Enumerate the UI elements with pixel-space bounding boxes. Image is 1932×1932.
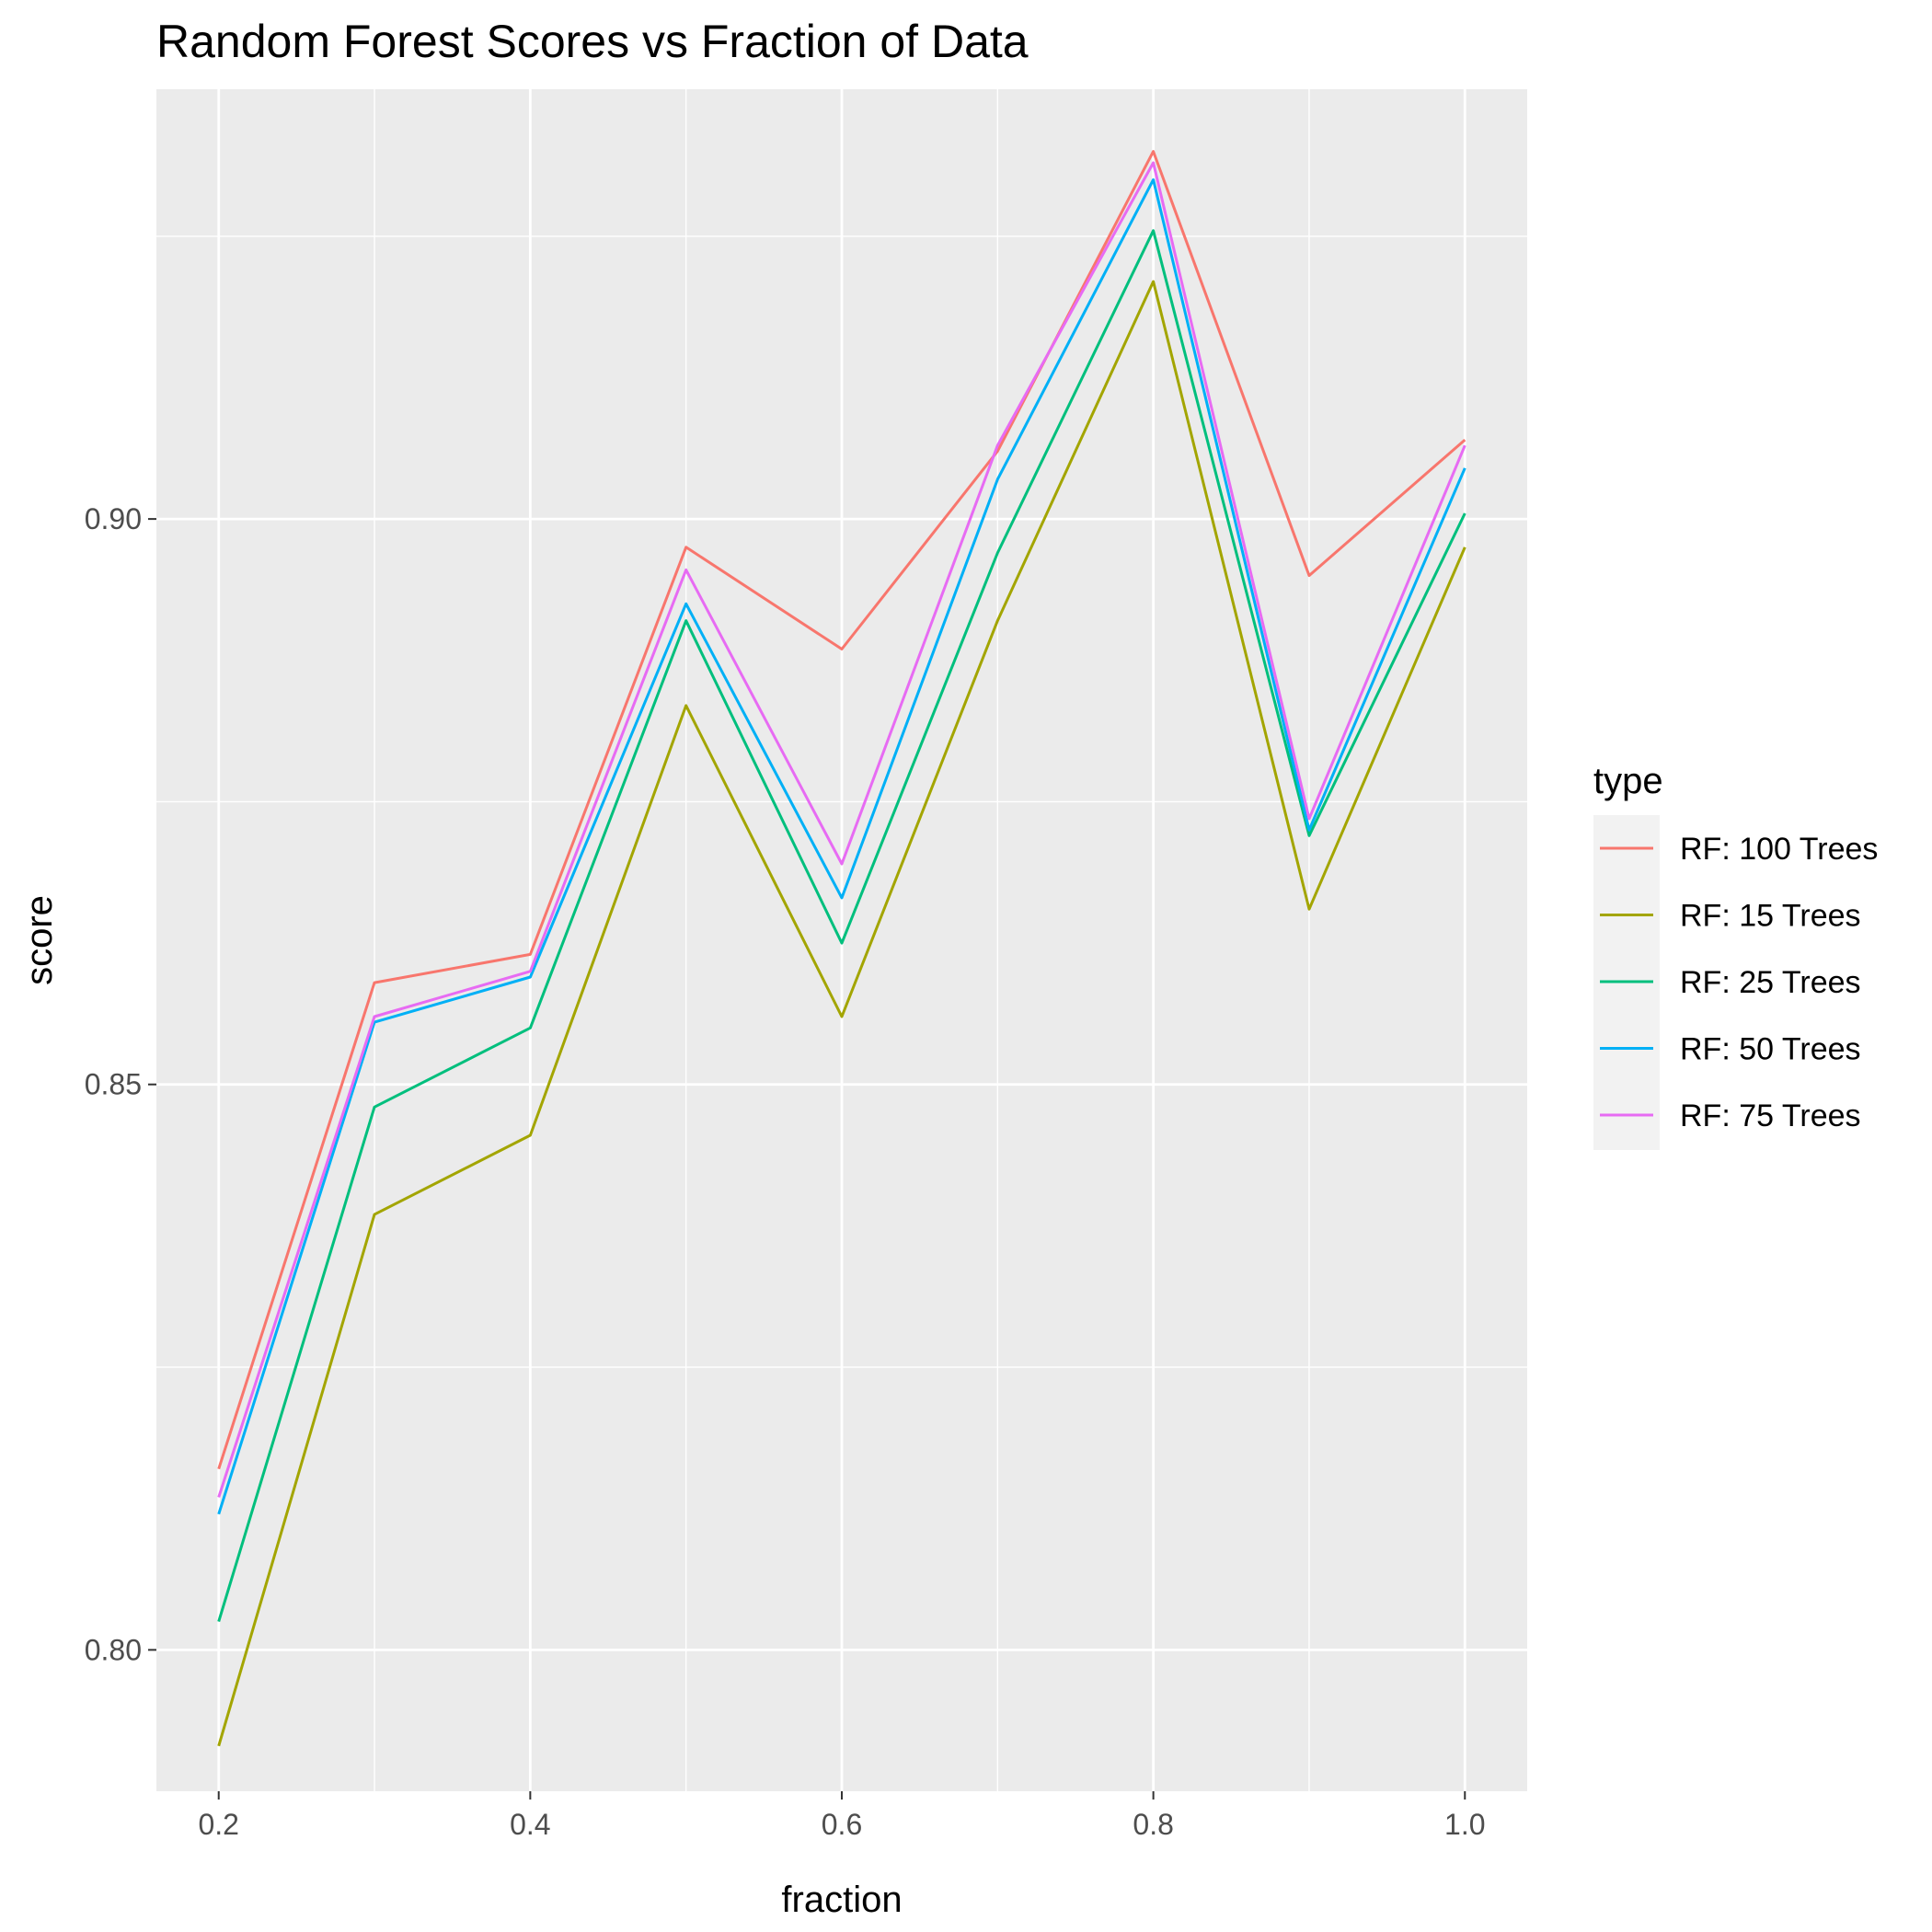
x-tick-label: 0.4 (510, 1808, 550, 1841)
y-tick-label: 0.90 (85, 502, 142, 535)
series-line (217, 280, 1466, 1747)
y-axis-title: score (19, 895, 60, 985)
y-axis-ticks: 0.80 0.85 0.90 (85, 502, 156, 1666)
legend: type RF: 100 Trees RF: 15 Trees RF: 25 Tre… (1593, 761, 1878, 1150)
x-axis-ticks: 0.2 0.4 0.6 0.8 1.0 (198, 1791, 1486, 1841)
legend-label: RF: 100 Trees (1680, 832, 1878, 867)
x-tick-label: 0.6 (822, 1808, 862, 1841)
major-gridlines (156, 89, 1527, 1791)
x-tick-label: 0.2 (198, 1808, 238, 1841)
y-tick-label: 0.80 (85, 1633, 142, 1666)
legend-label: RF: 15 Trees (1680, 899, 1861, 934)
x-tick-label: 0.8 (1133, 1808, 1173, 1841)
legend-title: type (1593, 761, 1663, 801)
series-line (217, 229, 1466, 1623)
y-tick-label: 0.85 (85, 1068, 142, 1101)
series-lines (217, 150, 1466, 1747)
legend-label: RF: 50 Trees (1680, 1032, 1861, 1067)
x-axis-title: fraction (781, 1880, 902, 1920)
series-line (217, 161, 1466, 1498)
legend-label: RF: 25 Trees (1680, 965, 1861, 1000)
series-line (217, 178, 1466, 1515)
legend-items: RF: 100 Trees RF: 15 Trees RF: 25 Trees RF:… (1600, 832, 1878, 1133)
x-tick-label: 1.0 (1444, 1808, 1485, 1841)
chart-title: Random Forest Scores vs Fraction of Data (156, 16, 1029, 67)
series-line (217, 150, 1466, 1470)
legend-label: RF: 75 Trees (1680, 1098, 1861, 1133)
